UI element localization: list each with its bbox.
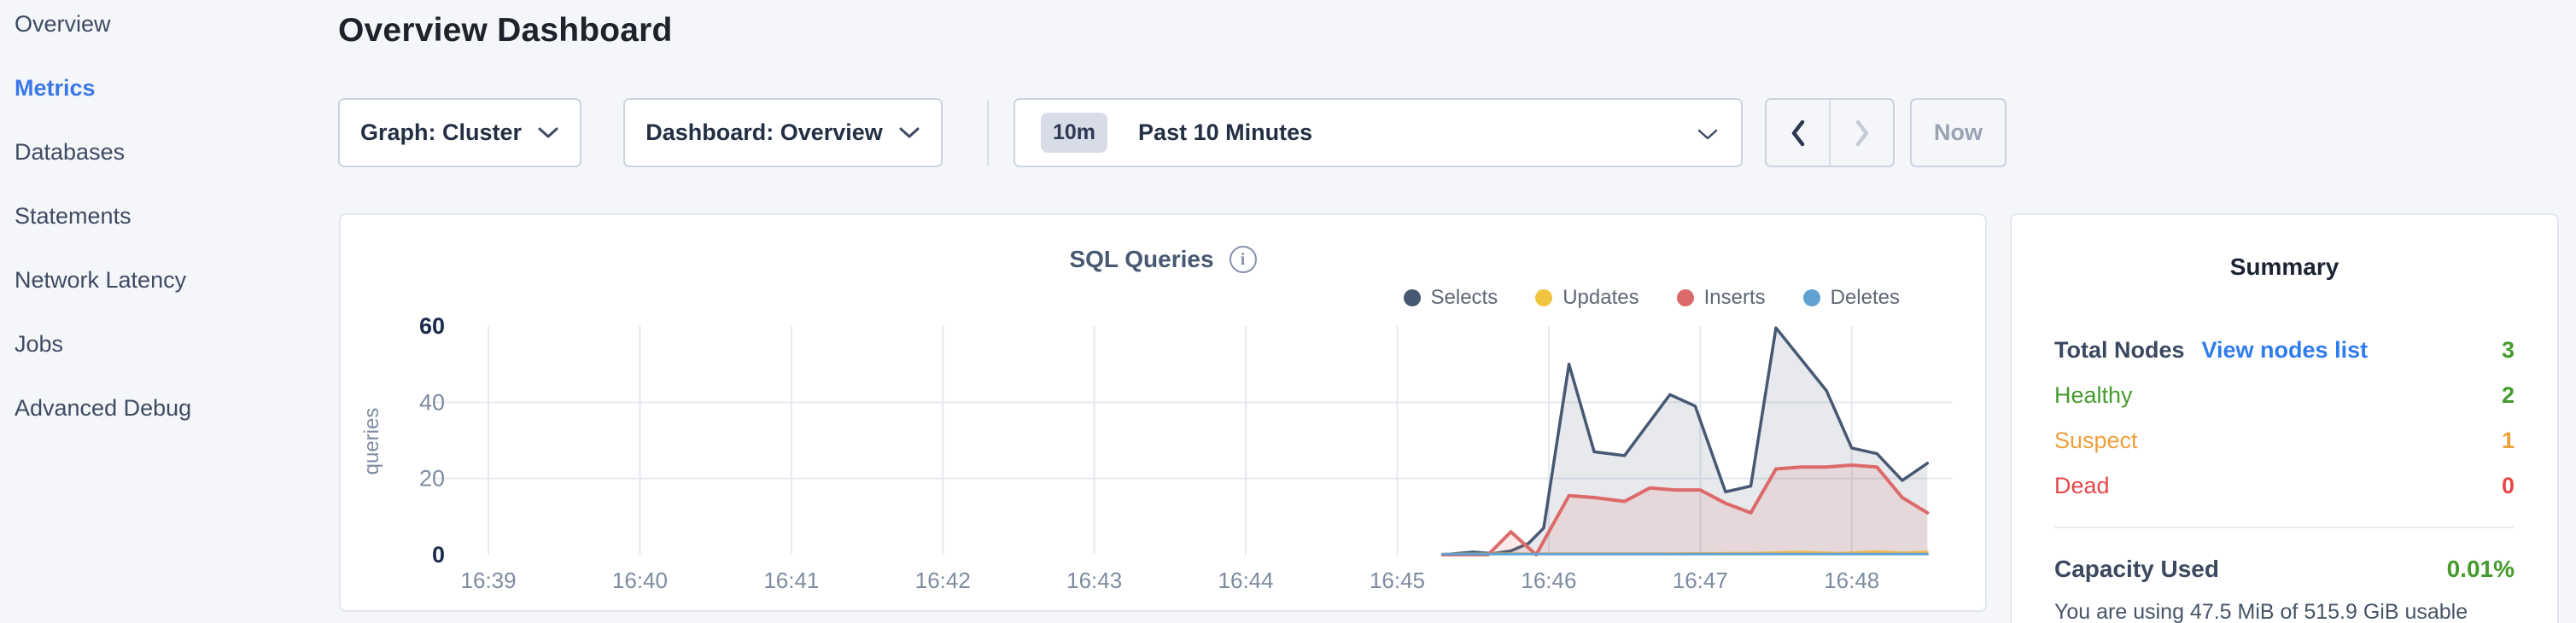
legend-item-selects: Selects bbox=[1403, 286, 1498, 310]
summary-title: Summary bbox=[2229, 253, 2339, 280]
dead-value: 0 bbox=[2501, 473, 2515, 498]
total-nodes-value: 3 bbox=[2501, 337, 2515, 363]
chevron-down-icon bbox=[537, 126, 559, 139]
chevron-down-icon bbox=[1697, 128, 1719, 141]
graph-scope-dropdown[interactable]: Graph: Cluster bbox=[338, 98, 581, 167]
x-axis-tick-label: 16:48 bbox=[1824, 568, 1879, 593]
sidebar-item-overview[interactable]: Overview bbox=[15, 11, 111, 37]
page-title: Overview Dashboard bbox=[338, 12, 673, 49]
sidebar-item-statements[interactable]: Statements bbox=[15, 203, 131, 229]
graph-scope-dropdown-label: Graph: Cluster bbox=[359, 119, 523, 145]
now-button[interactable]: Now bbox=[1910, 98, 2006, 167]
sql-queries-chart[interactable]: 0 20 40 60 16:39 16:40 16:41 16:42 16:43 16:44 16:… bbox=[341, 215, 1985, 610]
sidebar-item-metrics[interactable]: Metrics bbox=[15, 75, 96, 101]
legend-dot-inserts bbox=[1676, 289, 1694, 306]
chevron-down-icon bbox=[898, 126, 920, 139]
x-axis-tick-label: 16:41 bbox=[763, 568, 819, 593]
suspect-nodes-row: Suspect 1 bbox=[2054, 428, 2515, 454]
x-axis-tick-label: 16:43 bbox=[1066, 568, 1122, 593]
capacity-value: 0.01% bbox=[2446, 556, 2515, 582]
y-axis-tick-label: 20 bbox=[419, 466, 445, 492]
capacity-note: You are using 47.5 MiB of 515.9 GiB usab… bbox=[2054, 600, 2468, 623]
dead-label: Dead bbox=[2054, 473, 2110, 498]
sidebar-nav: Overview Metrics Databases Statements Ne… bbox=[0, 0, 316, 440]
legend-item-deletes: Deletes bbox=[1802, 286, 1900, 310]
healthy-label: Healthy bbox=[2054, 382, 2133, 408]
suspect-value: 1 bbox=[2501, 428, 2515, 453]
y-axis-title: queries bbox=[360, 408, 383, 475]
toolbar-divider bbox=[987, 100, 989, 166]
time-range-label: Past 10 Minutes bbox=[1138, 119, 1313, 145]
x-axis-tick-label: 16:44 bbox=[1218, 568, 1274, 593]
summary-panel: Summary Total Nodes View nodes list 3 He… bbox=[2010, 213, 2559, 623]
y-axis-tick-label: 0 bbox=[432, 542, 445, 568]
y-axis-tick-label: 40 bbox=[419, 389, 445, 415]
previous-range-button[interactable] bbox=[1767, 100, 1831, 166]
series-line-selects bbox=[1440, 326, 1930, 556]
x-axis-tick-label: 16:47 bbox=[1673, 568, 1728, 593]
summary-divider bbox=[2054, 527, 2515, 528]
chart-title: SQL Queries bbox=[1069, 246, 1214, 272]
sidebar-item-databases[interactable]: Databases bbox=[15, 139, 126, 165]
info-icon[interactable]: i bbox=[1229, 246, 1257, 273]
dashboard-dropdown[interactable]: Dashboard: Overview bbox=[623, 98, 943, 167]
sidebar-item-advanced-debug[interactable]: Advanced Debug bbox=[15, 395, 192, 421]
view-nodes-list-link[interactable]: View nodes list bbox=[2201, 337, 2369, 363]
sidebar-item-network-latency[interactable]: Network Latency bbox=[15, 267, 187, 293]
healthy-value: 2 bbox=[2501, 382, 2515, 408]
legend-dot-selects bbox=[1403, 289, 1421, 306]
x-axis-tick-label: 16:45 bbox=[1370, 568, 1425, 593]
suspect-label: Suspect bbox=[2054, 428, 2138, 453]
capacity-row: Capacity Used 0.01% bbox=[2054, 556, 2515, 583]
series-area-inserts bbox=[1442, 465, 1928, 555]
x-axis-tick-label: 16:42 bbox=[915, 568, 971, 593]
x-axis-tick-label: 16:40 bbox=[612, 568, 668, 593]
capacity-label: Capacity Used bbox=[2054, 556, 2219, 582]
series-area-selects bbox=[1442, 328, 1928, 555]
legend-dot-deletes bbox=[1802, 289, 1820, 306]
legend-item-updates: Updates bbox=[1535, 286, 1639, 310]
chart-legend: Selects Updates Inserts Deletes bbox=[1403, 286, 1900, 310]
total-nodes-row: Total Nodes View nodes list 3 bbox=[2054, 337, 2515, 364]
sql-queries-chart-panel: 0 20 40 60 16:39 16:40 16:41 16:42 16:43 16:44 16:… bbox=[339, 213, 1987, 612]
time-range-step-buttons bbox=[1765, 98, 1895, 167]
next-range-button[interactable] bbox=[1831, 100, 1893, 166]
time-range-badge: 10m bbox=[1041, 113, 1108, 153]
dashboard-dropdown-label: Dashboard: Overview bbox=[645, 119, 883, 145]
x-axis-tick-label: 16:46 bbox=[1521, 568, 1576, 593]
x-axis-tick-label: 16:39 bbox=[461, 568, 517, 593]
chevron-right-icon bbox=[1855, 119, 1868, 146]
legend-dot-updates bbox=[1535, 289, 1553, 306]
total-nodes-label: Total Nodes bbox=[2054, 337, 2185, 363]
dead-nodes-row: Dead 0 bbox=[2054, 473, 2515, 499]
legend-item-inserts: Inserts bbox=[1676, 286, 1766, 310]
sidebar-item-jobs[interactable]: Jobs bbox=[15, 331, 64, 357]
healthy-nodes-row: Healthy 2 bbox=[2054, 382, 2515, 409]
chevron-left-icon bbox=[1791, 119, 1804, 146]
y-axis-tick-label: 60 bbox=[419, 313, 445, 339]
time-range-dropdown[interactable]: 10m Past 10 Minutes bbox=[1013, 98, 1743, 167]
